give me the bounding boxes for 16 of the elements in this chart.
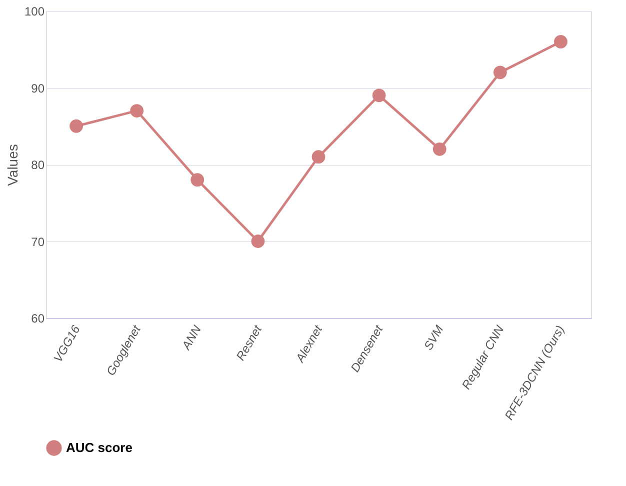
point (70, 119, 83, 133)
point (130, 104, 144, 118)
point (554, 35, 568, 48)
y-axis-title: Values (4, 144, 20, 186)
y-tick-label: 90 (31, 81, 45, 96)
point (251, 234, 265, 248)
y-tick-label: 70 (31, 234, 45, 249)
point (190, 173, 204, 187)
y-tick-label: 100 (24, 4, 45, 18)
point (372, 88, 386, 102)
point (493, 66, 507, 80)
y-tick-label: 60 (31, 312, 45, 326)
point (312, 150, 326, 164)
point (432, 142, 446, 156)
legend-label: AUC score (66, 440, 132, 455)
y-tick-label: 80 (31, 158, 45, 172)
